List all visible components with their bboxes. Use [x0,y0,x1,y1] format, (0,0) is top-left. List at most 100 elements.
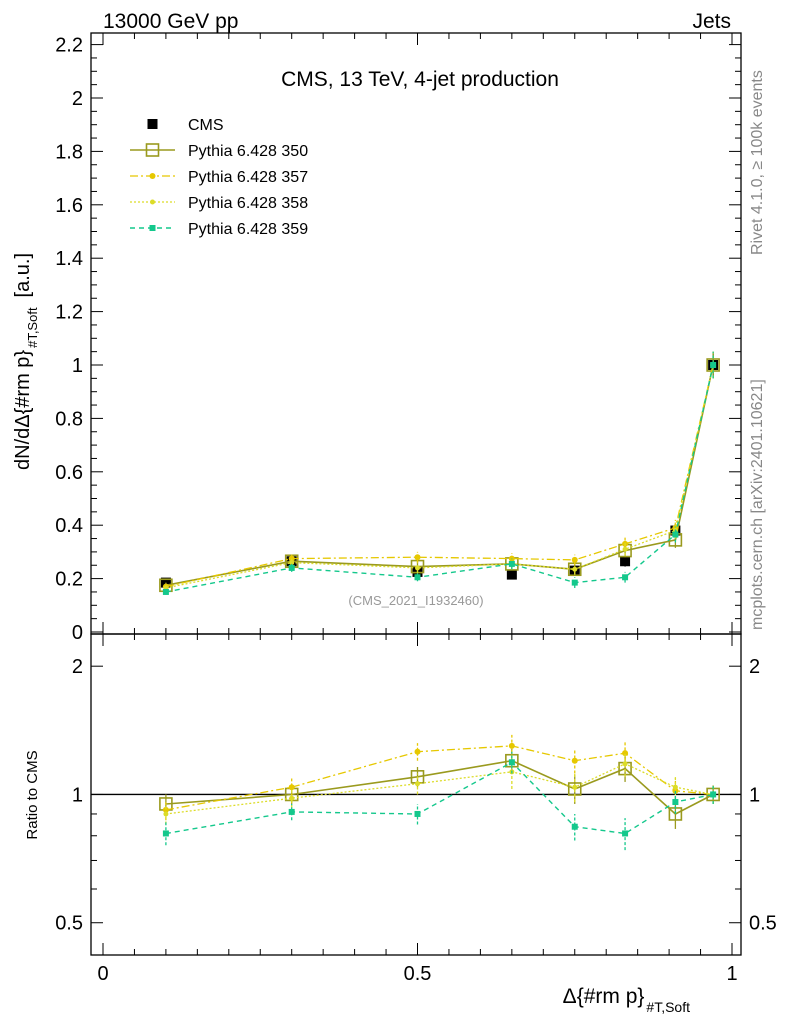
y-tick-label: 1 [72,784,83,806]
data-point [672,531,679,538]
y-tick-label: 2 [72,88,83,110]
y-tick-label: 0.4 [55,515,83,537]
x-tick-label: 0 [97,963,108,985]
legend-marker [147,119,158,129]
data-point [572,784,578,790]
data-point [572,566,578,572]
y-tick-label: 1.8 [55,141,83,163]
y-tick-label: 0.2 [55,569,83,591]
header-right: Jets [692,10,731,33]
legend-label: Pythia 6.428 359 [188,221,308,238]
data-point [508,560,515,567]
x-axis-label-sub: #T,Soft [646,999,690,1015]
data-point [672,787,679,794]
legend-label: CMS [188,117,224,134]
main-ylabel-sub: #T,Soft [25,307,40,348]
series-pythia-6-428-357 [162,351,717,590]
series-pythia-6-428-358 [163,351,716,591]
legend-marker [149,225,156,231]
data-point [506,569,517,580]
data-point [415,565,420,571]
y-tick-label: 1.6 [55,195,83,217]
data-point [163,811,169,817]
main-y-axis-label: dN/dΔ{#rm p} #T,Soft [a.u.] [12,253,40,470]
y-tick-label: 1 [72,355,83,377]
data-point [288,564,295,571]
series-line [165,761,714,835]
data-point [162,588,169,595]
y-tick-label: 0.8 [55,408,83,430]
data-point [162,830,169,837]
data-point [414,748,421,755]
data-point [622,761,628,767]
data-point [414,574,421,581]
data-point [289,560,295,566]
data-point [414,810,421,817]
series-pythia-6-428-359 [162,351,717,595]
svg-text:dN/dΔ{#rm p}#T,Soft[a.u.]: dN/dΔ{#rm p} #T,Soft [a.u.] [12,253,40,470]
ratio-y-axis-label: Ratio to CMS [24,750,41,839]
y-tick-label: 2.2 [55,35,83,57]
data-point [672,799,679,806]
data-point [571,579,578,586]
rivet-label: Rivet 4.1.0, ≥ 100k events [749,70,766,255]
y-tick-label: 0.5 [55,913,83,935]
data-point [288,555,295,562]
series-line [165,745,714,811]
x-axis-label-text: Δ{#rm p} [563,985,645,1008]
mcplots-label: mcplots.cern.ch [arXiv:2401.10621] [749,379,766,630]
series-line [165,763,714,815]
data-point [622,750,629,757]
legend: CMS Pythia 6.428 350 Pythia 6.428 357 Pythi… [130,117,308,238]
legend-marker [150,199,155,205]
series-pythia-6-428-359 [162,751,717,851]
x-axis-label: Δ{#rm p} #T,Soft [563,985,690,1015]
ratio-panel: 0.5 0.5 1 1 2 2 0 0.5 1 [55,633,777,985]
main-ylabel-unit: [a.u.] [12,253,34,297]
y-tick-label: 0 [72,622,83,644]
data-point [508,759,515,766]
series-cms [160,354,719,588]
legend-label: Pythia 6.428 350 [188,143,308,160]
data-point [288,808,295,815]
header-left: 13000 GeV pp [103,10,238,33]
main-title: CMS, 13 TeV, 4-jet production [281,68,559,91]
series-pythia-6-428-350 [159,351,720,593]
data-point [415,781,420,787]
series-line [165,364,714,588]
legend-label: Pythia 6.428 358 [188,195,308,212]
series-line [165,364,714,593]
data-point [289,795,295,801]
x-tick-label: 1 [726,963,737,985]
data-point [710,791,717,798]
data-point [571,823,578,830]
watermark: (CMS_2021_I1932460) [348,593,483,608]
data-point [672,784,678,790]
data-point [162,806,169,813]
data-point [710,362,717,368]
data-point [571,556,578,563]
y-tick-label: 2 [72,656,83,678]
data-point [620,556,631,567]
y-tick-label: 0.6 [55,462,83,484]
data-point [508,742,515,749]
data-point [571,757,578,764]
legend-marker [145,143,160,157]
y-tick-label-right: 0.5 [749,913,777,935]
x-tick-label: 0.5 [404,963,432,985]
main-panel: 0 0.2 0.4 0.6 0.8 1 1.2 1.4 1.6 1.8 2 2.2 [55,32,742,644]
data-point [622,574,629,581]
main-ylabel-text: dN/dΔ{#rm p} [12,350,34,470]
series-pythia-6-428-357 [162,734,717,821]
y-tick-label: 1.2 [55,302,83,324]
data-point [622,830,629,837]
series-line [165,364,714,589]
legend-marker [149,173,156,179]
data-point [414,554,421,561]
legend-label: Pythia 6.428 357 [188,169,308,186]
data-point [622,546,628,552]
y-tick-label-right: 1 [749,784,760,806]
y-tick-label: 1.4 [55,248,83,270]
data-point [288,784,295,791]
